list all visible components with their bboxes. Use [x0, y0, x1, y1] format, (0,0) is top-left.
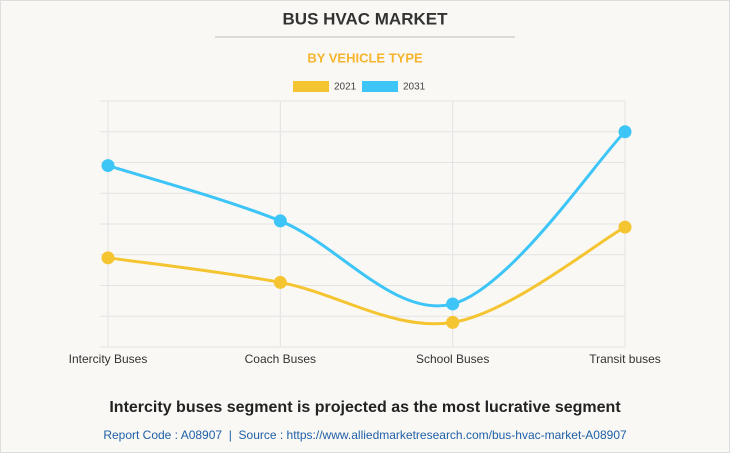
chart-subtitle: BY VEHICLE TYPE [307, 50, 423, 65]
series-line [107, 130, 627, 308]
legend-swatch [293, 81, 329, 92]
data-point [618, 125, 632, 139]
data-point [101, 159, 115, 173]
x-tick-label: Transit buses [589, 352, 661, 366]
x-tick-label: School Buses [416, 352, 489, 366]
data-point [618, 220, 632, 234]
series-line [107, 225, 626, 326]
data-point [273, 214, 287, 228]
x-tick-label: Intercity Buses [69, 352, 148, 366]
data-point [101, 251, 115, 265]
legend-label: 2021 [334, 82, 357, 93]
footnote: Intercity buses segment is projected as … [109, 399, 621, 416]
data-point [446, 315, 460, 329]
legend-swatch [362, 81, 398, 92]
data-point [273, 275, 287, 289]
source: Report Code : A08907 | Source : https://… [103, 428, 627, 442]
data-point [446, 297, 460, 311]
x-tick-label: Coach Buses [245, 352, 316, 366]
chart-title: BUS HVAC MARKET [283, 9, 449, 28]
legend-label: 2031 [403, 82, 426, 93]
